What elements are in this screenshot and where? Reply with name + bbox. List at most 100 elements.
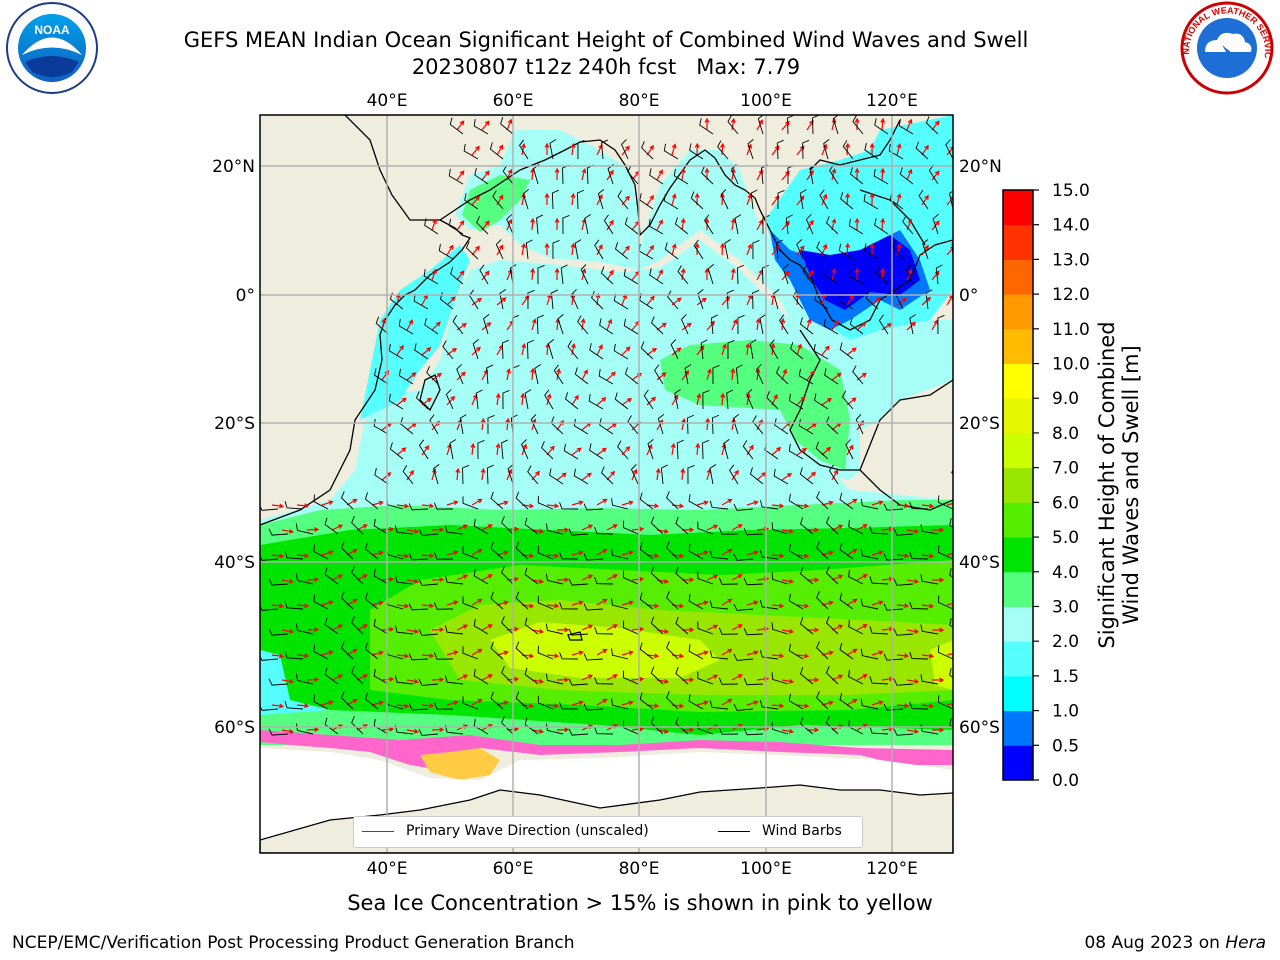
wind-barb (717, 140, 729, 160)
wave-arrow (806, 677, 820, 683)
wind-barb (651, 316, 664, 335)
wind-barb (415, 391, 429, 410)
wave-arrow (957, 525, 967, 530)
wind-barb (559, 552, 579, 560)
wind-barb (268, 578, 289, 586)
wind-barb (465, 241, 479, 260)
wave-arrow (957, 271, 964, 280)
wind-barb (909, 501, 929, 510)
wind-barb (860, 648, 879, 660)
wind-barb (613, 293, 629, 310)
svg-text:NATIONAL WEATHER SERVICE: NATIONAL WEATHER SERVICE (0, 0, 1273, 59)
wind-barb (759, 314, 767, 335)
wind-barb (762, 215, 770, 235)
wave-arrow (854, 117, 860, 131)
wind-barb (909, 701, 929, 710)
wind-barb (426, 366, 439, 385)
wind-barb (733, 603, 754, 611)
wind-barb (639, 542, 654, 560)
wave-arrow (371, 700, 384, 706)
wave-arrow (406, 628, 420, 634)
wind-barb (373, 718, 389, 735)
wind-barb (792, 290, 804, 310)
legend-wave-label: Primary Wave Direction (unscaled) (406, 823, 649, 839)
colorbar-tick-label: 1.0 (1052, 702, 1079, 722)
wind-barb (838, 243, 854, 260)
wind-barb (773, 469, 789, 485)
wind-barb (501, 616, 514, 635)
wind-barb (848, 569, 864, 585)
wind-barb (688, 694, 704, 710)
wind-barb (878, 314, 889, 335)
wind-barb (773, 289, 780, 310)
wind-barb (594, 526, 614, 535)
wind-barb (937, 695, 953, 710)
wave-arrow (496, 600, 509, 606)
wave-arrow (456, 371, 466, 381)
wave-arrow (656, 372, 667, 381)
wave-arrow (680, 167, 686, 181)
wind-barb (815, 441, 829, 460)
wave-arrow (480, 417, 486, 431)
wind-barb (689, 143, 704, 160)
wind-barb (709, 650, 729, 660)
wind-barb (500, 117, 514, 135)
wind-barb (583, 503, 604, 511)
wind-barb (462, 696, 479, 710)
wave-arrow (881, 576, 895, 582)
wind-barb (777, 190, 785, 210)
wind-barb (873, 169, 889, 185)
lon-tick-top: 100°E (740, 91, 792, 111)
wind-barb (774, 418, 789, 435)
wind-barb (752, 239, 760, 260)
wind-barb (839, 692, 854, 710)
wave-arrow (696, 393, 702, 406)
wave-arrow (570, 292, 576, 306)
wind-barb (893, 528, 914, 536)
wind-barb (893, 578, 914, 586)
wind-barb (490, 641, 504, 660)
wind-barb (524, 717, 539, 735)
wave-arrow (856, 574, 868, 581)
wave-arrow (606, 219, 614, 231)
wind-barb (816, 541, 829, 560)
wave-arrow (957, 625, 967, 630)
wave-arrow (706, 674, 719, 681)
wave-arrow (581, 574, 594, 581)
wave-arrow (471, 145, 480, 156)
wind-barb (423, 269, 439, 285)
wind-barb (755, 364, 764, 385)
wind-barb (295, 523, 314, 535)
wave-arrow (696, 600, 709, 606)
wind-barb (364, 642, 379, 660)
wave-arrow (731, 674, 743, 681)
wind-barb (351, 566, 364, 585)
wave-arrow (396, 703, 410, 709)
wind-barb (627, 165, 639, 185)
wave-arrow (570, 142, 576, 156)
wave-arrow (746, 243, 753, 256)
wind-barb (574, 367, 589, 385)
wind-barb (956, 114, 963, 134)
wind-barb (816, 241, 829, 260)
wave-arrow (456, 624, 469, 631)
wind-barb (860, 498, 879, 510)
wind-barb (697, 521, 714, 535)
wind-barb (883, 703, 904, 711)
wave-arrow (481, 674, 493, 681)
wave-arrow (731, 318, 738, 331)
wind-barb (473, 518, 489, 535)
wave-arrow (371, 500, 384, 506)
wind-barb (688, 594, 704, 610)
wave-arrow (381, 318, 387, 331)
wave-arrow (896, 653, 910, 659)
wind-barb (515, 691, 529, 710)
wave-arrow (596, 344, 603, 356)
wave-arrow (271, 503, 285, 509)
wind-barb (750, 189, 758, 210)
wave-arrow (706, 368, 712, 381)
wind-barb (675, 616, 689, 635)
wave-arrow (481, 624, 493, 631)
wind-barb (433, 702, 454, 710)
wave-arrow (471, 548, 483, 556)
